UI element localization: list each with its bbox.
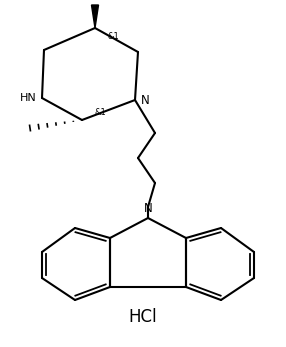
Text: N: N [141,93,149,107]
Text: &1: &1 [107,32,119,41]
Text: HN: HN [20,93,36,103]
Text: &1: &1 [94,108,106,117]
Polygon shape [92,5,98,28]
Text: N: N [144,202,152,215]
Text: HCl: HCl [129,308,157,326]
